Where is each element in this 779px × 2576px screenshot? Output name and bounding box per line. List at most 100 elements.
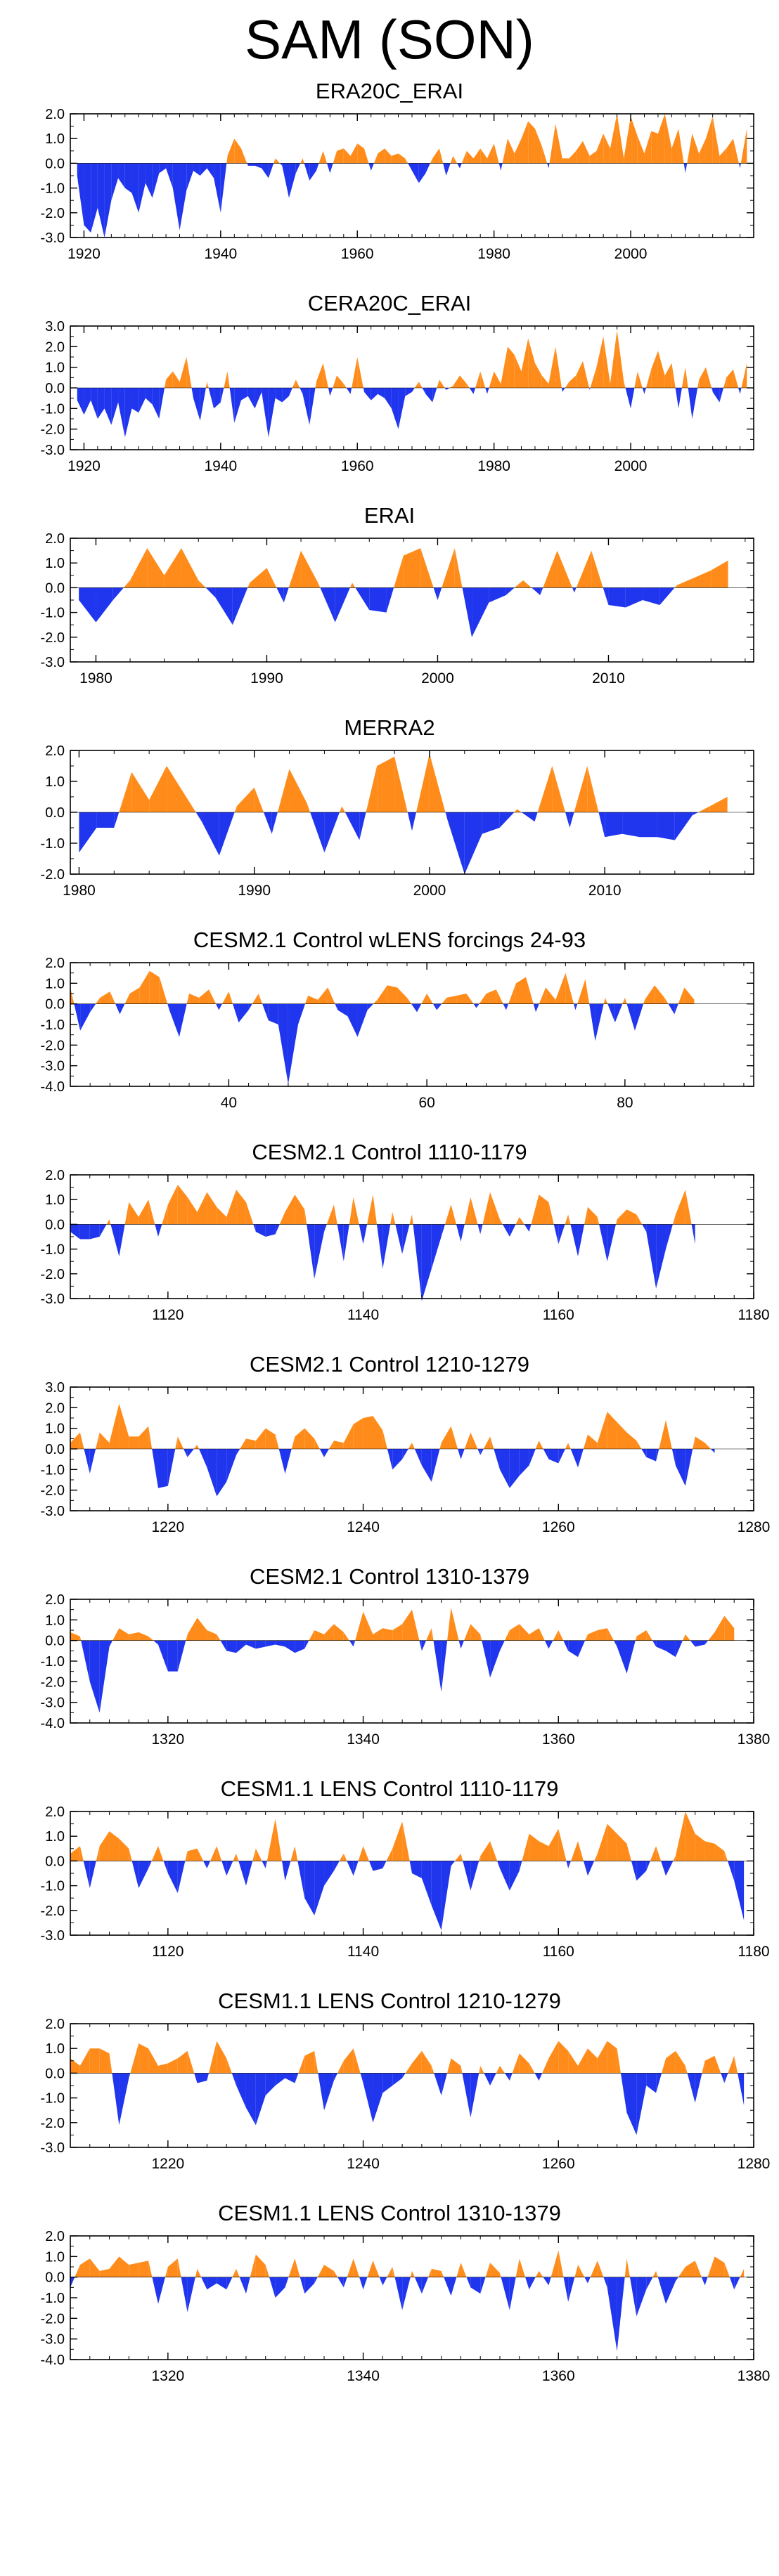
positive-area: [684, 987, 695, 1004]
positive-area: [548, 346, 556, 388]
negative-area: [636, 2277, 647, 2317]
x-tick-label: 1340: [347, 2368, 380, 2384]
positive-area: [343, 1424, 354, 1449]
negative-area: [302, 388, 310, 425]
positive-area: [255, 2254, 266, 2277]
positive-area: [499, 2065, 505, 2074]
negative-area: [712, 388, 713, 392]
positive-area: [486, 989, 496, 1004]
negative-area: [353, 1640, 356, 1647]
y-tick-label: -2.0: [41, 1904, 65, 1919]
negative-area: [437, 1003, 442, 1010]
positive-area: [534, 129, 542, 164]
positive-area: [139, 1632, 149, 1641]
positive-area: [551, 2250, 559, 2277]
x-tick-label: 1280: [738, 1519, 771, 1535]
positive-area: [343, 1853, 347, 1861]
positive-area: [363, 1416, 373, 1449]
positive-area: [597, 1823, 607, 1861]
positive-area: [333, 1204, 337, 1225]
positive-area: [515, 977, 526, 1004]
negative-area: [501, 2277, 510, 2310]
negative-area: [659, 587, 675, 606]
negative-area: [543, 1449, 549, 1459]
positive-area: [333, 1624, 344, 1641]
negative-area: [262, 163, 269, 178]
y-tick-label: 1.0: [45, 556, 65, 571]
negative-area: [70, 1224, 80, 1240]
positive-area: [318, 583, 321, 588]
positive-area: [300, 158, 303, 164]
positive-area: [708, 1632, 715, 1641]
y-tick-label: -2.0: [41, 1674, 65, 1690]
negative-area: [265, 1640, 276, 1647]
negative-area: [310, 812, 325, 853]
positive-area: [631, 116, 638, 164]
negative-area: [402, 1224, 410, 1254]
positive-area: [645, 369, 652, 388]
negative-area: [441, 2073, 447, 2096]
negative-area: [220, 388, 224, 403]
positive-area: [79, 1432, 84, 1449]
negative-area: [289, 388, 292, 396]
positive-area: [455, 1853, 461, 1861]
negative-area: [540, 587, 543, 595]
negative-area: [451, 1861, 456, 1866]
negative-area: [337, 1224, 344, 1262]
positive-area: [406, 997, 411, 1004]
positive-area: [96, 1846, 100, 1861]
positive-area: [740, 2268, 745, 2277]
positive-area: [565, 1443, 569, 1449]
positive-area: [539, 1195, 549, 1225]
negative-area: [324, 812, 340, 853]
positive-area: [366, 766, 378, 812]
y-tick-label: 0.0: [45, 805, 65, 821]
positive-area: [392, 1211, 396, 1225]
y-tick-label: -3.0: [41, 1504, 65, 1519]
positive-area: [147, 548, 165, 588]
positive-area: [685, 2260, 695, 2277]
positive-area: [353, 1418, 363, 1449]
negative-area: [462, 2073, 471, 2118]
positive-area: [479, 1856, 481, 1861]
positive-area: [314, 2050, 318, 2074]
negative-area: [214, 388, 221, 409]
positive-area: [597, 2260, 604, 2277]
positive-area: [367, 2260, 373, 2277]
positive-area: [363, 1611, 373, 1641]
positive-area: [258, 994, 263, 1004]
positive-area: [324, 1624, 334, 1641]
negative-area: [300, 388, 303, 394]
positive-area: [521, 121, 529, 164]
negative-area: [524, 1224, 529, 1232]
y-tick-label: -1.0: [41, 2291, 65, 2306]
positive-area: [288, 2258, 295, 2277]
positive-area: [416, 753, 430, 812]
negative-area: [489, 587, 506, 603]
positive-area: [285, 1195, 295, 1225]
x-tick-label: 2000: [421, 670, 454, 687]
x-tick-label: 1120: [152, 1944, 184, 1960]
positive-area: [207, 1192, 217, 1225]
negative-area: [89, 1224, 100, 1240]
positive-area: [217, 2041, 227, 2074]
positive-area: [587, 1434, 598, 1449]
negative-area: [563, 2277, 569, 2302]
positive-area: [637, 371, 643, 388]
positive-area: [430, 158, 433, 164]
positive-area: [217, 1846, 222, 1861]
negative-area: [421, 1224, 432, 1301]
positive-area: [432, 148, 439, 164]
negative-area: [363, 2277, 368, 2290]
negative-area: [656, 2073, 662, 2093]
x-tick-label: 1240: [347, 2156, 380, 2172]
positive-area: [555, 124, 562, 164]
positive-area: [100, 991, 110, 1004]
y-tick-label: -3.0: [41, 655, 65, 670]
positive-area: [531, 1195, 539, 1225]
positive-area: [205, 382, 207, 388]
negative-area: [409, 1861, 412, 1873]
positive-area: [418, 382, 423, 388]
negative-area: [443, 163, 446, 176]
negative-area: [194, 2073, 198, 2083]
